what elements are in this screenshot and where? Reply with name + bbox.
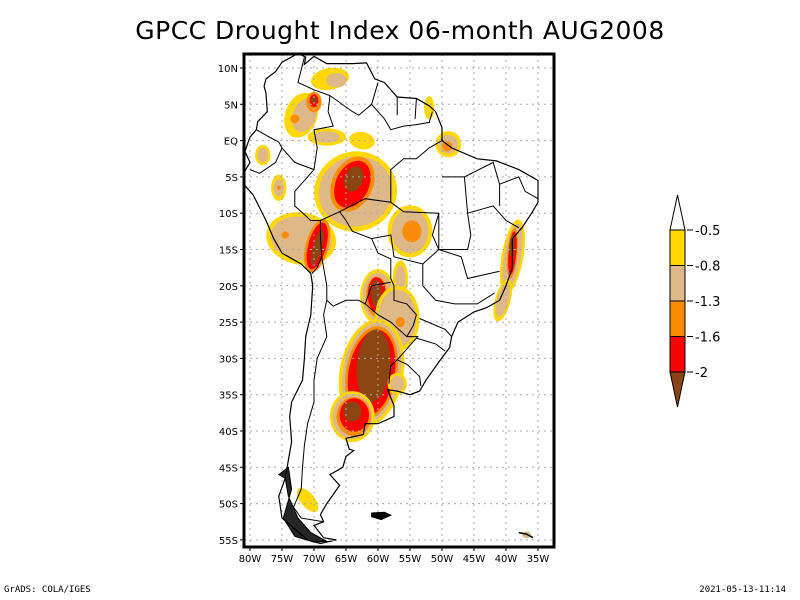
x-tick-label: 40W xyxy=(495,554,518,565)
y-tick-label: 30S xyxy=(219,354,238,365)
drought-area-category-2 xyxy=(326,73,347,88)
country-border xyxy=(464,161,501,206)
y-tick-label: 5N xyxy=(224,100,238,111)
y-tick-label: 45S xyxy=(219,463,238,474)
y-tick-label: 40S xyxy=(219,427,238,438)
country-border xyxy=(329,82,379,116)
coastline-layer xyxy=(244,54,539,545)
colorbar-label: -1.6 xyxy=(695,331,720,346)
chilean-archipelago xyxy=(277,466,329,543)
drought-area-category-3 xyxy=(290,114,300,124)
drought-area-category-5 xyxy=(371,280,382,307)
colorbar-swatch-1 xyxy=(669,229,686,266)
y-tick-label: 25S xyxy=(219,318,238,329)
drought-fill-layer xyxy=(255,67,531,539)
drought-area-category-3 xyxy=(402,220,422,243)
south-georgia-island xyxy=(518,531,534,539)
colorbar-arrow-bottom xyxy=(669,371,686,408)
country-border xyxy=(431,176,472,250)
country-border xyxy=(364,285,417,338)
x-axis: 80W 75W 70W 65W 60W 55W 50W 45W 40W 35W xyxy=(239,547,550,565)
y-tick-label: 5S xyxy=(225,173,238,184)
y-axis: 10N 5N EQ 5S 10S 15S 20S 25S 30S 35S 40S 45S 50S 55S xyxy=(218,64,244,547)
x-tick-label: 70W xyxy=(303,554,326,565)
grid-layer xyxy=(244,54,554,547)
y-tick-label: EQ xyxy=(224,137,238,148)
x-tick-label: 60W xyxy=(367,554,390,565)
drought-area-category-2 xyxy=(314,131,340,143)
drought-area-category-2 xyxy=(495,284,510,317)
country-border xyxy=(419,318,452,337)
y-tick-label: 50S xyxy=(219,500,238,511)
country-border xyxy=(297,56,334,170)
x-tick-label: 50W xyxy=(431,554,454,565)
x-tick-label: 45W xyxy=(463,554,486,565)
country-border xyxy=(339,140,443,213)
drought-area-category-2 xyxy=(390,375,405,392)
country-border xyxy=(371,103,433,131)
drought-area-category-1 xyxy=(296,488,319,512)
y-tick-label: 10N xyxy=(218,64,238,75)
south-america-coastline xyxy=(244,54,539,545)
country-border xyxy=(371,201,440,265)
colorbar-arrow-top xyxy=(669,194,686,231)
colorbar-label: -2 xyxy=(695,366,708,381)
drought-area-category-1 xyxy=(424,96,435,120)
timestamp: 2021-05-13-11:14 xyxy=(699,585,786,595)
country-border xyxy=(281,147,323,274)
grads-credit: GrADS: COLA/IGES xyxy=(4,585,91,595)
colorbar-swatch-3 xyxy=(669,300,686,337)
drought-area-category-1 xyxy=(349,131,375,150)
country-border xyxy=(438,249,500,280)
colorbar-swatch-2 xyxy=(669,265,686,302)
x-tick-label: 35W xyxy=(527,554,550,565)
y-tick-label: 35S xyxy=(219,391,238,402)
colorbar-swatch-4 xyxy=(669,336,686,373)
drought-area-category-3 xyxy=(442,141,453,152)
country-border xyxy=(422,264,495,305)
drought-area-category-5 xyxy=(343,401,362,422)
drought-area-category-2 xyxy=(257,147,268,163)
x-tick-label: 55W xyxy=(399,554,422,565)
drought-area-category-5 xyxy=(356,329,391,402)
drought-area-category-5 xyxy=(311,96,317,104)
y-tick-label: 10S xyxy=(219,209,238,220)
drought-area-category-2 xyxy=(395,265,406,292)
falkland-islands xyxy=(371,511,393,521)
drought-area-category-5 xyxy=(509,235,515,257)
country-border xyxy=(292,300,328,523)
drought-area-category-3 xyxy=(276,185,281,190)
colorbar-label: -1.3 xyxy=(695,295,720,310)
x-tick-label: 65W xyxy=(335,554,358,565)
country-border xyxy=(321,256,391,307)
colorbar-label: -0.8 xyxy=(695,260,720,275)
map-frame xyxy=(242,52,556,549)
country-border xyxy=(414,98,417,119)
colorbar-label: -0.5 xyxy=(695,224,720,239)
drought-area-category-3 xyxy=(281,231,290,239)
country-border xyxy=(396,359,422,387)
y-tick-label: 20S xyxy=(219,282,238,293)
y-tick-label: 55S xyxy=(219,536,238,547)
drought-area-category-5 xyxy=(344,166,364,192)
country-border xyxy=(467,205,520,229)
chart-title: GPCC Drought Index 06-month AUG2008 xyxy=(135,16,665,45)
country-border xyxy=(416,337,446,352)
country-border xyxy=(499,176,539,200)
y-tick-label: 15S xyxy=(219,246,238,257)
x-tick-label: 75W xyxy=(271,554,294,565)
colorbar-legend: -0.5 -0.8 -1.3 -1.6 -2 xyxy=(669,194,720,408)
x-tick-label: 80W xyxy=(239,554,262,565)
